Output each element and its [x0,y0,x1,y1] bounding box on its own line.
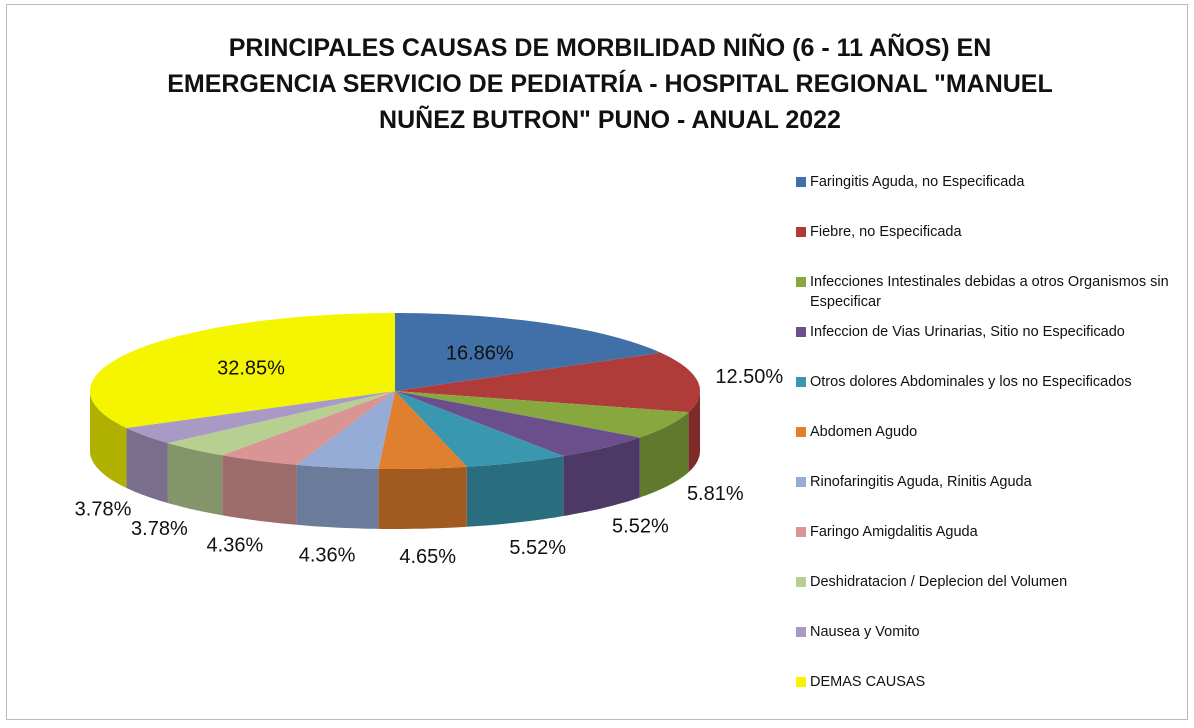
data-label: 5.52% [612,515,669,537]
pie-slice [167,391,395,456]
legend-label: Fiebre, no Especificada [810,224,962,240]
legend-item: Nausea y Vomito [796,622,1180,642]
pie-slice [395,313,661,391]
chart-frame [6,4,1188,720]
legend-label: Deshidratacion / Deplecion del Volumen [810,574,1068,590]
pie-side [466,456,564,527]
legend-swatch [796,527,806,537]
legend-label: Rinofaringitis Aguda, Rinitis Aguda [810,474,1032,490]
pie-slice [395,391,689,438]
legend-label: Otros dolores Abdominales y los no Espec… [810,374,1132,390]
legend-swatch [796,427,806,437]
data-label: 5.81% [687,483,744,505]
pie-slice [296,391,395,469]
legend-swatch [796,177,806,187]
data-label: 16.86% [446,342,514,364]
legend-item: Otros dolores Abdominales y los no Espec… [796,372,1180,392]
legend-item: Infeccion de Vias Urinarias, Sitio no Es… [796,322,1180,342]
pie-side [90,391,127,488]
legend-swatch [796,577,806,587]
legend-swatch [796,227,806,237]
data-label: 32.85% [217,357,285,379]
pie-side [378,466,467,529]
data-label: 3.78% [75,498,132,520]
pie-side [296,464,379,529]
pie-side [639,412,689,498]
legend-item: Rinofaringitis Aguda, Rinitis Aguda [796,472,1180,492]
legend-swatch [796,277,806,287]
legend-label: Infecciones Intestinales debidas a otros… [810,274,1169,310]
legend-swatch [796,377,806,387]
legend-item: Abdomen Agudo [796,422,1180,442]
pie-slice [395,391,640,456]
pie-slice [222,391,395,465]
legend-item: Faringitis Aguda, no Especificada [796,172,1180,192]
data-label: 4.36% [207,534,264,556]
data-label: 4.65% [399,546,456,568]
pie-slice [90,313,395,428]
legend-item: Deshidratacion / Deplecion del Volumen [796,572,1180,592]
legend-label: Faringo Amigdalitis Aguda [810,524,978,540]
legend-item: Faringo Amigdalitis Aguda [796,522,1180,542]
pie-slice [395,352,700,413]
pie-side [688,391,700,473]
pie-slice [126,391,396,444]
legend-swatch [796,327,806,337]
data-label: 5.52% [509,537,566,559]
legend-label: Faringitis Aguda, no Especificada [810,174,1025,190]
legend-item: Infecciones Intestinales debidas a otros… [796,272,1180,312]
pie-side [167,443,223,516]
legend-label: Nausea y Vomito [810,624,920,640]
data-label: 12.50% [715,366,783,388]
legend-item: DEMAS CAUSAS [796,672,1180,692]
legend-label: DEMAS CAUSAS [810,674,926,690]
pie-sides [90,391,700,529]
data-label: 3.78% [131,518,188,540]
legend-swatch [796,677,806,687]
pie-side [563,437,640,516]
data-label: 4.36% [299,544,356,566]
legend-swatch [796,627,806,637]
pie-side [126,427,168,504]
legend-label: Infeccion de Vias Urinarias, Sitio no Es… [810,324,1125,340]
legend-swatch [796,477,806,487]
pie-side [222,455,297,525]
legend-label: Abdomen Agudo [810,424,918,440]
pie-tops [90,313,700,469]
chart-title: PRINCIPALES CAUSAS DE MORBILIDAD NIÑO (6… [167,34,1053,134]
pie-slice [395,391,564,467]
pie-slice [378,391,467,469]
legend-item: Fiebre, no Especificada [796,222,1180,242]
